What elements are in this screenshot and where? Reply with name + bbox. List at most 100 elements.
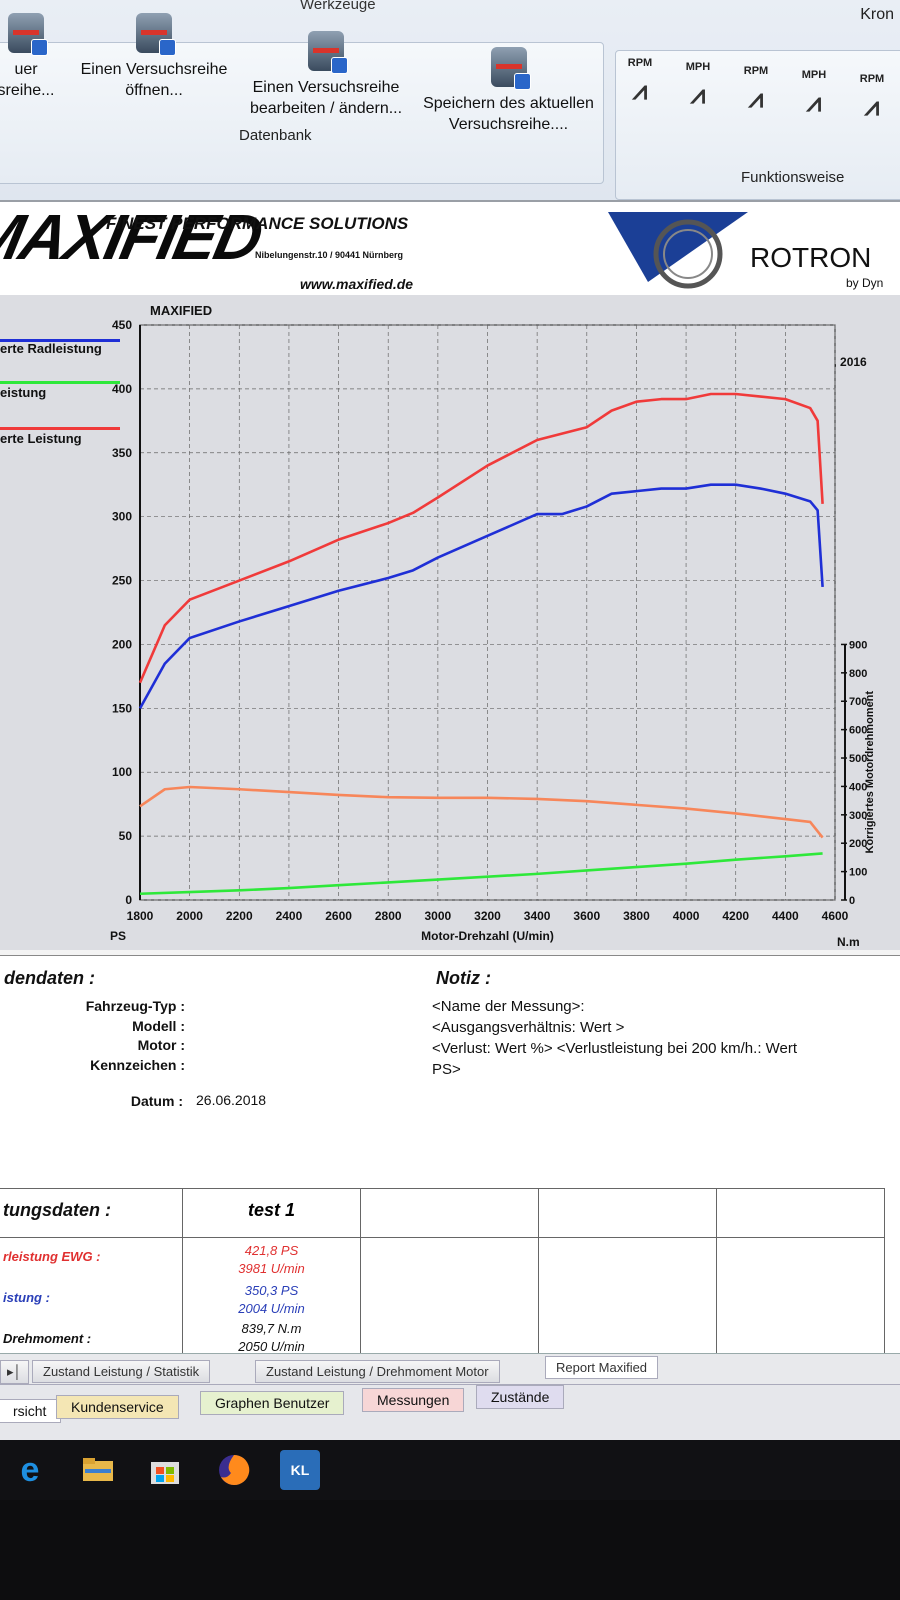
y-right-tick-label: 0 — [849, 895, 855, 907]
dyno-curve-icon: ⩘ — [806, 87, 822, 117]
tab-messungen[interactable]: Messungen — [362, 1388, 465, 1412]
row-label-max-power: rleistung EWG : — [3, 1249, 101, 1264]
database-open-icon — [136, 13, 176, 56]
edge-icon[interactable]: e — [20, 1451, 40, 1489]
rotron-logo-text: ROTRON — [750, 242, 872, 273]
y-left-tick-label: 200 — [112, 637, 132, 651]
app-title-fragment: Kron — [860, 6, 894, 23]
x-tick-label: 2000 — [176, 909, 203, 923]
x-tick-label: 3400 — [524, 909, 551, 923]
rpm-mode-button-2[interactable]: RPM ⩘ — [736, 65, 776, 115]
mph-mode-button-2[interactable]: MPH ⩘ — [794, 69, 834, 119]
field-label-date: Datum : — [130, 1093, 183, 1109]
button-label: uer — [14, 61, 38, 78]
y-left-tick-label: 100 — [112, 765, 132, 779]
legend-label-loss-power: eistung — [0, 385, 47, 400]
note-line-1: <Name der Messung>: — [432, 998, 585, 1015]
y-right-tick-label: 700 — [849, 696, 867, 708]
notes-section-title: Notiz : — [436, 968, 491, 988]
dyno-chart: MAXIFIED (c) Dynosens, 2016 erte Radleis… — [0, 295, 900, 950]
y-right-tick-label: 600 — [849, 725, 867, 737]
y-right-tick-label: 500 — [849, 753, 867, 765]
torque-rpm: 2050 U/min — [238, 1339, 305, 1354]
mode-label: RPM — [859, 73, 885, 85]
y-right-unit-label: N.m — [837, 935, 860, 949]
row-label-torque: Drehmoment : — [3, 1331, 92, 1346]
database-group: uer sreihe... Einen Versuchsreihe öffnen… — [0, 13, 604, 184]
y-left-tick-label: 400 — [112, 382, 132, 396]
y-left-unit-label: PS — [110, 929, 126, 943]
rpm-mode-button-3[interactable]: RPM ⩘ — [852, 73, 892, 123]
tab-report-maxified[interactable]: Report Maxified — [545, 1356, 659, 1379]
x-tick-label: 4600 — [822, 909, 849, 923]
y-left-tick-label: 150 — [112, 701, 132, 715]
chart-header: MAXIFIED — [150, 303, 213, 318]
function-group: RPM ⩘ MPH ⩘ RPM ⩘ MPH ⩘ RPM ⩘ Funktionsweise — [615, 50, 900, 200]
open-series-button[interactable]: Einen Versuchsreihe öffnen... — [69, 13, 239, 101]
row-label-wheel-power: istung : — [3, 1290, 50, 1305]
tab-kundenservice[interactable]: Kundenservice — [56, 1395, 179, 1419]
rpm-mode-button[interactable]: RPM ⩘ — [620, 57, 660, 107]
button-label: sreihe... — [0, 82, 55, 99]
edit-series-button[interactable]: Einen Versuchsreihe bearbeiten / ändern.… — [241, 31, 411, 119]
torque-value: 839,7 N.m — [241, 1321, 302, 1336]
rotron-logo-mark — [608, 212, 748, 289]
dyno-curve-icon: ⩘ — [864, 91, 880, 121]
app-window: Werkzeuge Kron uer sreihe... Einen Versu… — [0, 0, 900, 1440]
windows-taskbar: e KL — [0, 1440, 900, 1500]
dyno-curve-icon: ⩘ — [748, 83, 764, 113]
tab-uebersicht[interactable]: rsicht — [0, 1399, 62, 1423]
tab-zustaende[interactable]: Zustände — [476, 1385, 565, 1409]
save-series-button[interactable]: Speichern des aktuellen Versuchsreihe...… — [416, 47, 601, 135]
y-left-tick-label: 350 — [112, 446, 132, 460]
report-tabs: ▸│ Zustand Leistung / Statistik Zustand … — [0, 1353, 900, 1384]
x-tick-label: 2400 — [276, 909, 303, 923]
button-label: Speichern des aktuellen — [423, 95, 594, 112]
new-series-button[interactable]: uer sreihe... — [0, 13, 61, 101]
performance-table: tungsdaten : test 1 rleistung EWG : istu… — [0, 1188, 885, 1357]
max-power-value: 421,8 PS — [244, 1243, 299, 1258]
group-label-funktionsweise: Funktionsweise — [741, 169, 845, 186]
tab-zustand-drehmoment[interactable]: Zustand Leistung / Drehmoment Motor — [255, 1360, 500, 1383]
database-edit-icon — [308, 31, 348, 74]
desk-surface — [0, 1500, 900, 1600]
tab-zustand-statistik[interactable]: Zustand Leistung / Statistik — [32, 1360, 211, 1383]
store-icon[interactable] — [145, 1450, 185, 1490]
wheel-power-rpm: 2004 U/min — [238, 1301, 305, 1316]
ribbon-title: Werkzeuge — [300, 0, 376, 13]
legend-line-blue — [0, 339, 120, 342]
button-label: bearbeiten / ändern... — [249, 100, 403, 117]
y-right-tick-label: 300 — [849, 810, 867, 822]
y-right-tick-label: 900 — [849, 639, 867, 651]
tab-scroll-button[interactable]: ▸│ — [0, 1360, 29, 1384]
database-save-icon — [490, 47, 531, 90]
button-label: öffnen... — [125, 82, 183, 99]
legend-label-wheel-power: erte Radleistung — [0, 341, 102, 356]
ribbon-toolbar: Werkzeuge Kron uer sreihe... Einen Versu… — [0, 0, 900, 200]
dyno-curve-icon: ⩘ — [690, 79, 706, 109]
maxified-logo: MAXIFIED — [0, 201, 268, 273]
dyno-curve-icon: ⩘ — [632, 75, 648, 105]
table-row: rleistung EWG : istung : Drehmoment : 42… — [0, 1237, 885, 1357]
chart-plot: 1800 2000 2200 2400 2600 2800 3000 3200 3400 3600… — [110, 318, 876, 949]
mode-label: RPM — [627, 57, 653, 69]
firefox-icon[interactable] — [214, 1450, 254, 1490]
kl-app-icon[interactable]: KL — [280, 1450, 320, 1490]
y-left-tick-label: 250 — [112, 574, 132, 588]
x-tick-label: 2200 — [226, 909, 253, 923]
tab-graphen-benutzer[interactable]: Graphen Benutzer — [200, 1391, 345, 1415]
legend-line-green — [0, 381, 120, 384]
x-tick-label: 2600 — [325, 909, 352, 923]
x-tick-label: 1800 — [127, 909, 154, 923]
mph-mode-button[interactable]: MPH ⩘ — [678, 61, 718, 111]
legend-label-corrected-power: erte Leistung — [0, 431, 82, 446]
logo-address: Nibelungenstr.10 / 90441 Nürnberg — [255, 250, 404, 260]
y-left-tick-label: 50 — [119, 829, 133, 843]
performance-section-title: tungsdaten : — [3, 1200, 111, 1220]
series-line-1 — [138, 483, 824, 709]
y-right-tick-label: 100 — [849, 867, 867, 879]
note-line-4: PS> — [432, 1061, 461, 1078]
series-line-3 — [139, 852, 823, 896]
file-explorer-icon[interactable] — [78, 1450, 118, 1490]
y-left-tick-label: 300 — [112, 510, 132, 524]
